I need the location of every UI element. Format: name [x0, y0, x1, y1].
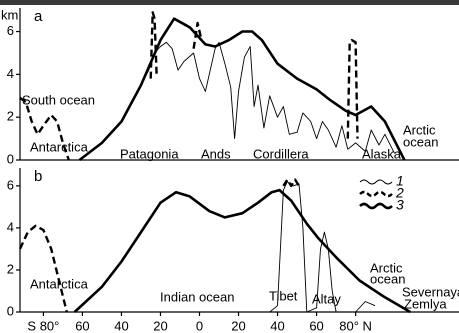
annotation: Ands [201, 146, 231, 161]
legend-icon [359, 190, 393, 198]
y-tick-label: 2 [7, 261, 14, 276]
x-tick-label: 60 [75, 318, 89, 333]
annotation: Cordillera [253, 146, 309, 161]
annotation: Arctic [403, 122, 436, 137]
legend-label: 2 [395, 185, 404, 201]
line-series [269, 181, 376, 313]
y-tick-label: 6 [7, 177, 14, 192]
annotation: Antarctica [30, 139, 89, 154]
line-series [78, 41, 396, 161]
y-tick-label: 6 [7, 23, 14, 38]
legend-icon [359, 202, 393, 210]
y-tick-label: 4 [7, 219, 14, 234]
y-tick-label: 4 [7, 66, 14, 81]
x-tick-label: 40 [270, 318, 284, 333]
line-series [18, 178, 301, 313]
y-tick-label: 0 [7, 303, 14, 318]
line-series [19, 11, 359, 161]
annotation: Alaska [362, 146, 402, 161]
x-tick-label: 20 [153, 318, 167, 333]
annotation: Indian ocean [160, 289, 234, 304]
legend-label: 3 [396, 197, 404, 213]
x-tick-label: 40 [114, 318, 128, 333]
annotation: ocean [403, 134, 438, 149]
legend-icon [359, 179, 393, 185]
annotation: Tibet [269, 288, 298, 303]
x-tick-label: 60 [309, 318, 323, 333]
panel-label: a [34, 8, 43, 25]
line-series [73, 188, 411, 314]
line-series [78, 17, 406, 162]
annotation: Patagonia [120, 146, 179, 161]
x-tick-label: 80° N [339, 318, 372, 333]
annotation: ocean [370, 271, 405, 286]
legend-label: 1 [396, 173, 404, 189]
x-tick-label: 20 [231, 318, 245, 333]
y-tick-label: 0 [7, 151, 14, 166]
top-strip [0, 0, 459, 5]
y-axis-label: km [1, 7, 18, 22]
x-tick-label: 0 [196, 318, 203, 333]
annotation: South ocean [22, 92, 95, 107]
y-tick-label: 2 [7, 109, 14, 124]
annotation: Zemlya [404, 296, 447, 311]
annotation: Severnaya [402, 284, 459, 299]
panel-label: b [34, 168, 42, 185]
annotation: Arctic [370, 260, 403, 275]
x-tick-label: S 80° [27, 318, 59, 333]
